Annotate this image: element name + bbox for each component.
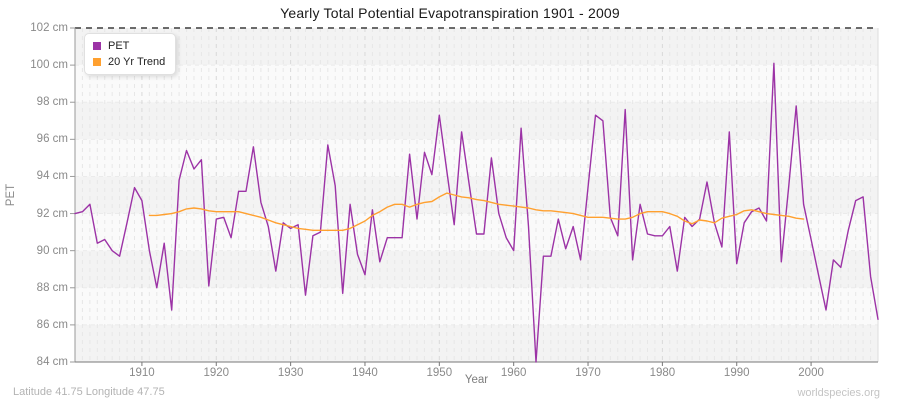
y-tick-label: 94 cm: [36, 170, 68, 183]
y-tick-label: 86 cm: [36, 318, 68, 331]
x-tick-label: 1910: [129, 367, 155, 379]
series-line-pet: [74, 62, 879, 363]
legend: PET 20 Yr Trend: [84, 33, 177, 75]
x-tick-label: 1990: [723, 367, 750, 379]
y-tick-label: 92 cm: [36, 207, 68, 220]
x-tick-label: 1980: [649, 367, 676, 379]
legend-item-20-yr-trend: 20 Yr Trend: [93, 54, 165, 70]
coordinates-label: Latitude 41.75 Longitude 47.75: [13, 386, 165, 398]
y-tick-label: 88 cm: [36, 281, 68, 294]
x-tick-label: 1960: [500, 367, 527, 379]
legend-item-pet: PET: [93, 38, 165, 54]
x-tick-label: 1940: [352, 367, 378, 379]
y-tick-label: 102 cm: [30, 22, 68, 34]
x-tick-label: 1970: [575, 367, 601, 379]
x-axis-title: Year: [464, 374, 489, 386]
y-tick-label: 100 cm: [30, 59, 68, 72]
legend-label: 20 Yr Trend: [108, 56, 166, 68]
x-tick-label: 1920: [203, 367, 230, 379]
legend-label: PET: [108, 40, 130, 52]
series-line-20-yr-trend: [148, 192, 805, 232]
x-tick-label: 1930: [277, 367, 304, 379]
y-tick-label: 96 cm: [36, 133, 68, 146]
watermark: worldspecies.org: [797, 387, 880, 399]
legend-swatch-icon: [93, 58, 101, 66]
x-tick-label: 1950: [426, 367, 453, 379]
y-tick-label: 90 cm: [36, 244, 68, 257]
x-tick-label: 2000: [798, 367, 824, 379]
chart-title: Yearly Total Potential Evapotranspiratio…: [280, 5, 620, 21]
legend-swatch-icon: [93, 42, 101, 50]
y-tick-label: 98 cm: [36, 96, 68, 109]
y-tick-label: 84 cm: [36, 356, 68, 368]
